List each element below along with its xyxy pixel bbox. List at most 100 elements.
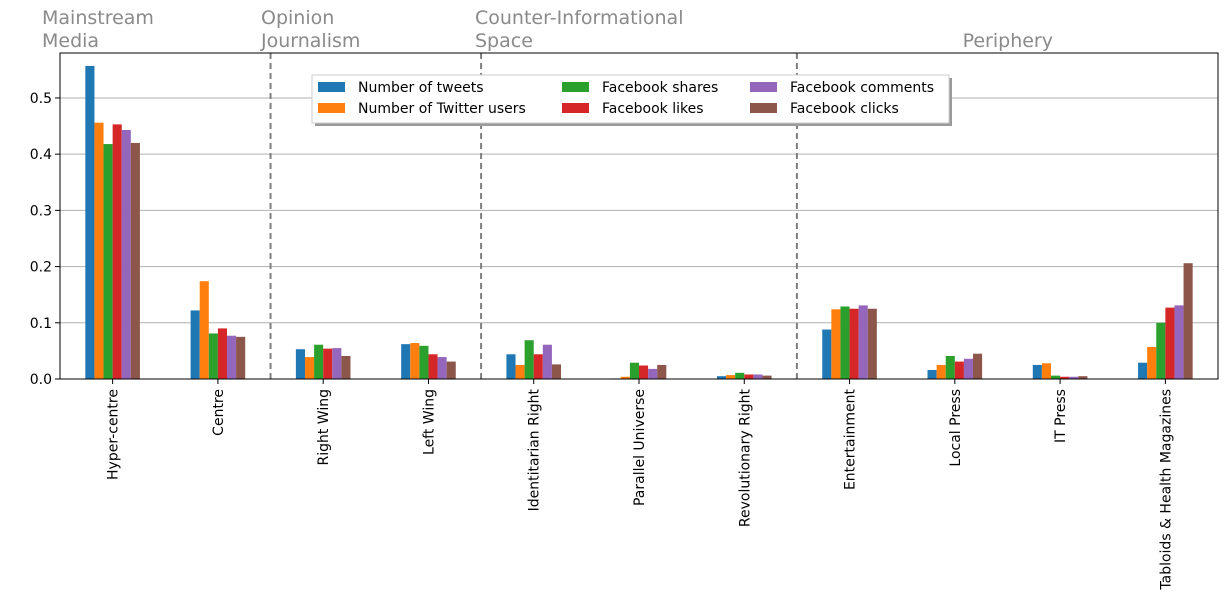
bar xyxy=(822,329,832,379)
legend-swatch xyxy=(318,82,345,92)
bar xyxy=(735,372,745,379)
bar xyxy=(1156,322,1166,379)
bar xyxy=(227,335,237,379)
bar xyxy=(867,308,877,379)
x-tick-label: Entertainment xyxy=(843,388,859,490)
legend-swatch xyxy=(318,103,345,113)
bar xyxy=(419,345,429,379)
x-tick-label: IT Press xyxy=(1053,389,1069,443)
legend-label: Facebook clicks xyxy=(790,101,899,117)
group-label: Space xyxy=(475,30,533,52)
x-axis-ticks: Hyper-centre Centre Right Wing Left Wing Ide… xyxy=(106,379,1174,591)
x-tick-label: Hyper-centre xyxy=(106,389,122,480)
legend: Number of tweets Number of Twitter users F… xyxy=(311,74,952,126)
bar xyxy=(1174,305,1184,379)
bar xyxy=(1032,364,1042,379)
bar xyxy=(744,374,754,379)
bar xyxy=(533,354,543,379)
bar xyxy=(716,376,727,379)
bar xyxy=(190,310,200,379)
bar xyxy=(629,362,639,379)
bar xyxy=(85,65,95,380)
bar xyxy=(410,343,420,379)
bar xyxy=(304,357,315,379)
x-tick-label: Identitarian Right xyxy=(527,389,543,512)
legend-swatch xyxy=(750,82,777,92)
bar xyxy=(217,328,228,379)
bar xyxy=(515,364,525,379)
y-tick-label: 0.1 xyxy=(30,316,52,332)
bar xyxy=(954,361,964,379)
y-tick-label: 0.4 xyxy=(30,147,52,163)
bar xyxy=(121,130,131,379)
legend-label: Facebook likes xyxy=(602,101,704,117)
bar xyxy=(437,357,447,379)
group-label: Journalism xyxy=(260,30,360,52)
bar xyxy=(103,144,113,379)
bar xyxy=(314,344,324,379)
bar xyxy=(1147,346,1157,379)
y-tick-label: 0.3 xyxy=(30,203,52,219)
bar xyxy=(973,353,983,379)
bar xyxy=(1138,362,1148,379)
x-tick-label: Local Press xyxy=(948,389,964,467)
bar xyxy=(1078,376,1088,379)
bar xyxy=(831,309,841,379)
bar xyxy=(332,348,342,379)
bar xyxy=(323,348,333,379)
bar xyxy=(524,340,534,379)
bar xyxy=(849,308,859,379)
x-tick-label: Centre xyxy=(211,389,227,436)
legend-label: Number of Twitter users xyxy=(358,101,526,117)
bar xyxy=(130,142,140,379)
bar xyxy=(1165,307,1175,379)
group-label: Counter-Informational xyxy=(475,7,683,29)
bar xyxy=(762,375,772,379)
bar xyxy=(1183,263,1193,379)
group-label: Periphery xyxy=(963,30,1053,52)
bar xyxy=(657,364,667,379)
legend-swatch xyxy=(750,103,777,113)
legend-label: Number of tweets xyxy=(358,80,484,96)
bar xyxy=(551,364,562,379)
bar xyxy=(341,355,351,379)
bar xyxy=(927,370,937,379)
group-label: Opinion xyxy=(261,7,334,29)
legend-swatch xyxy=(562,82,589,92)
bar xyxy=(1050,375,1061,379)
legend-label: Facebook comments xyxy=(790,80,934,96)
bar xyxy=(726,375,736,379)
x-tick-label: Tabloids & Health Magazines xyxy=(1158,389,1174,591)
bar xyxy=(446,361,456,379)
legend-label: Facebook shares xyxy=(602,80,718,96)
bar xyxy=(840,306,850,379)
group-label: Media xyxy=(42,30,99,52)
bar xyxy=(199,281,209,379)
bar xyxy=(236,336,246,379)
y-tick-label: 0.5 xyxy=(30,91,52,107)
legend-swatch xyxy=(562,103,589,113)
bar xyxy=(542,344,552,379)
x-tick-label: Parallel Universe xyxy=(632,389,648,506)
legend-box xyxy=(311,74,950,124)
bar xyxy=(1041,363,1051,379)
bar xyxy=(858,305,868,379)
bar xyxy=(1069,376,1079,379)
x-tick-label: Left Wing xyxy=(421,389,437,455)
bar xyxy=(753,374,763,379)
x-tick-label: Right Wing xyxy=(316,389,332,466)
y-tick-label: 0.2 xyxy=(30,260,52,276)
bar xyxy=(208,333,218,379)
bar xyxy=(620,376,630,379)
bar xyxy=(1060,376,1070,379)
bar xyxy=(648,368,658,379)
bars xyxy=(85,65,1193,380)
y-tick-label: 0.0 xyxy=(30,372,52,388)
bar xyxy=(112,124,122,380)
bar xyxy=(506,354,516,379)
bar xyxy=(428,354,438,379)
bar xyxy=(639,365,649,379)
y-axis-ticks: 0.0 0.1 0.2 0.3 0.4 0.5 xyxy=(30,91,60,388)
